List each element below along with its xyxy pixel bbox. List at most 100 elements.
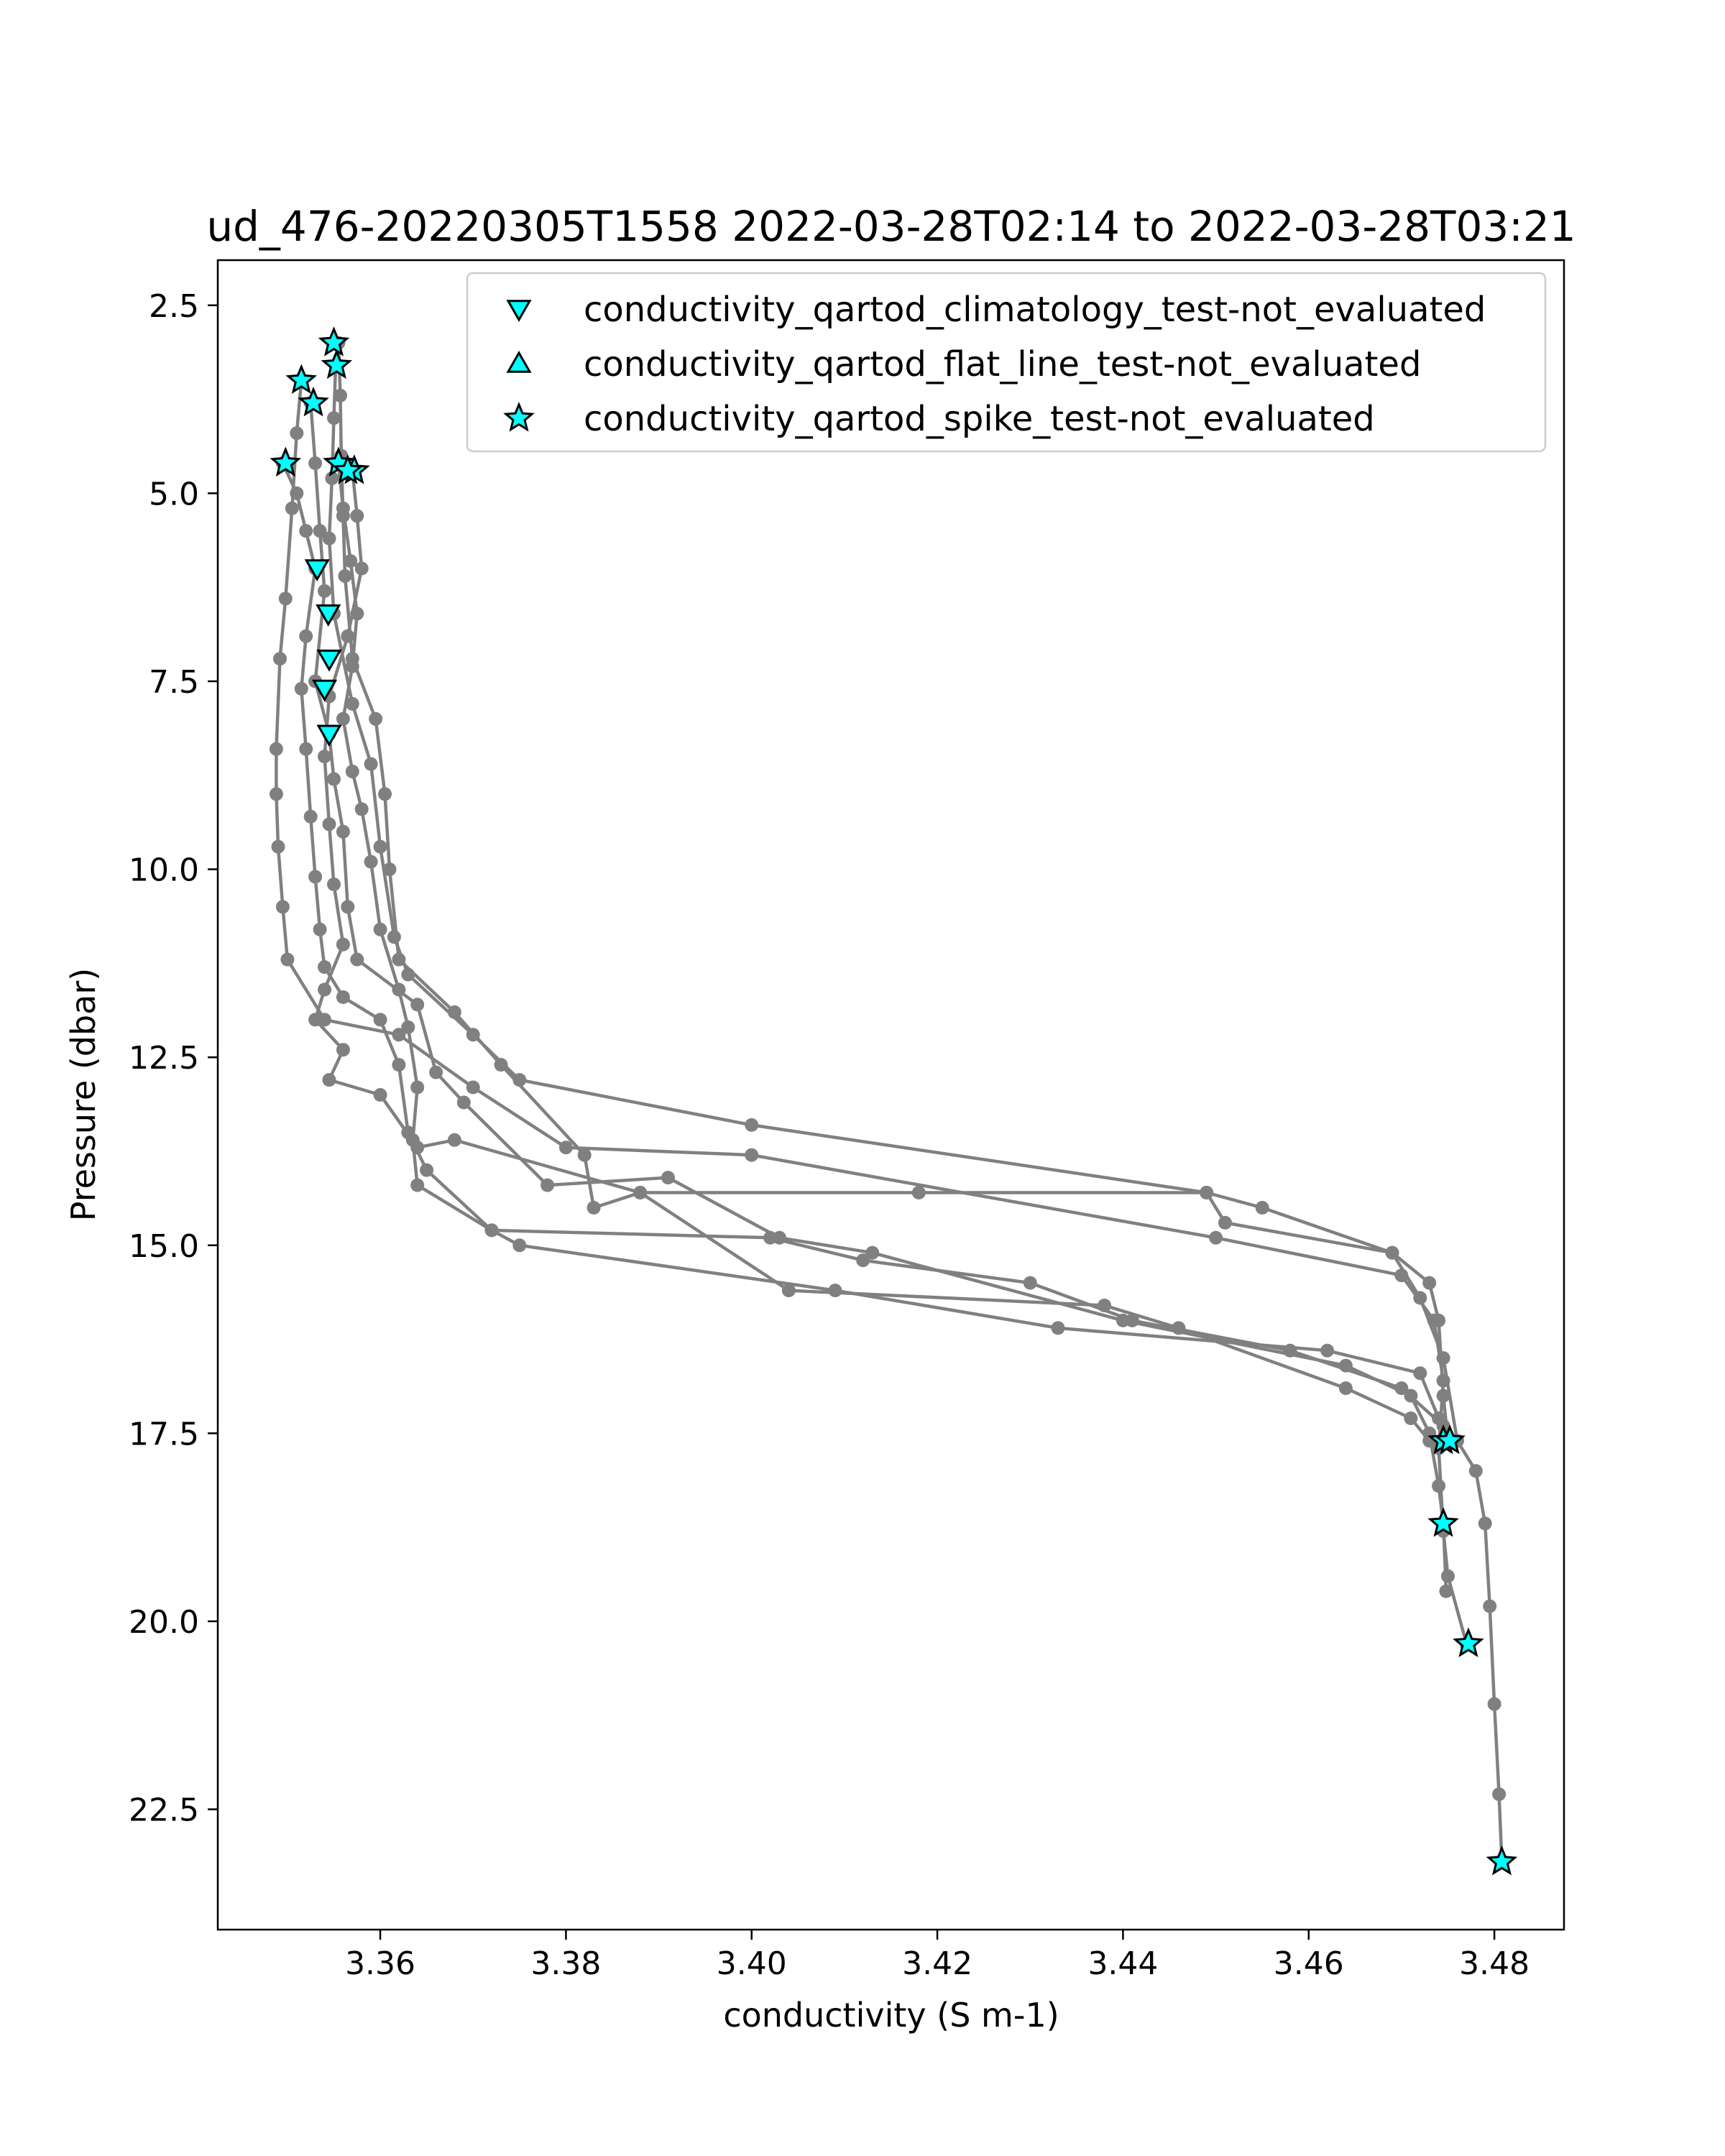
profile-point: [410, 1080, 425, 1095]
plot-frame: [216, 259, 1565, 1931]
profile-point: [558, 1141, 573, 1155]
x-tick-label: 3.38: [530, 1945, 601, 1982]
profile-point: [410, 1141, 425, 1155]
x-tick-label: 3.46: [1274, 1945, 1344, 1982]
y-axis-label: Pressure (dbar): [64, 968, 103, 1221]
profile-point: [1436, 1388, 1450, 1403]
legend-label: conductivity_qartod_climatology_test-not…: [584, 290, 1486, 330]
x-tick-label: 3.44: [1087, 1945, 1158, 1982]
star-marker: [1453, 1627, 1484, 1657]
profile-point: [350, 607, 364, 621]
y-tick-label: 22.5: [129, 1792, 199, 1829]
triangle-down-marker: [311, 679, 338, 702]
star-marker: [270, 446, 302, 477]
profile-point: [269, 742, 283, 756]
profile-point: [1436, 1373, 1450, 1388]
profile-point: [354, 561, 369, 576]
profile-point: [350, 509, 364, 523]
profile-point: [299, 742, 313, 756]
profile-point: [299, 524, 313, 538]
profile-point: [1172, 1321, 1186, 1335]
profile-point: [278, 591, 293, 606]
profile-point: [341, 629, 355, 643]
profile-point: [856, 1253, 870, 1268]
y-tick-label: 7.5: [149, 664, 199, 701]
profile-point: [373, 839, 387, 854]
legend-triangle-down-icon: [506, 300, 532, 323]
star-marker: [332, 454, 364, 484]
profile-point: [1218, 1215, 1232, 1230]
profile-point: [1413, 1366, 1427, 1381]
x-tick-label: 3.48: [1459, 1945, 1530, 1982]
profile-point: [373, 922, 387, 936]
profile-point: [392, 982, 406, 997]
profile-point: [1404, 1411, 1418, 1425]
profile-point: [325, 471, 339, 485]
x-tick-label: 3.36: [345, 1945, 415, 1982]
profile-point: [1478, 1516, 1492, 1531]
profile-point: [308, 870, 323, 884]
profile-point: [327, 772, 341, 786]
profile-point: [1436, 1351, 1450, 1365]
legend: conductivity_qartod_climatology_test-not…: [466, 272, 1547, 453]
profile-point: [1051, 1321, 1065, 1335]
profile-point: [401, 967, 415, 982]
profile-point: [420, 1163, 434, 1177]
profile-point: [308, 1013, 323, 1027]
triangle-down-marker: [316, 724, 342, 747]
profile-point: [354, 802, 369, 816]
star-marker: [318, 326, 350, 356]
triangle-down-marker: [304, 559, 330, 582]
profile-point: [336, 501, 350, 515]
profile-point: [865, 1245, 880, 1260]
y-tick-label: 15.0: [129, 1228, 199, 1265]
profile-point: [387, 930, 401, 944]
profile-point: [318, 750, 331, 764]
profile-point: [364, 854, 378, 869]
profile-point: [911, 1186, 926, 1199]
star-marker: [1486, 1845, 1518, 1876]
legend-label: conductivity_qartod_flat_line_test-not_e…: [584, 344, 1421, 384]
profile-point: [336, 937, 350, 952]
profile-point: [512, 1073, 527, 1087]
profile-point: [1209, 1230, 1223, 1245]
profile-point: [781, 1284, 796, 1298]
profile-point: [512, 1238, 527, 1253]
x-axis-ticks: 3.36 3.38 3.40 3.42 3.44 3.46 3.48: [345, 1930, 1530, 1982]
profile-point: [378, 787, 392, 801]
profile-point: [745, 1148, 759, 1162]
profile-point: [1413, 1291, 1427, 1305]
profile-point: [1439, 1584, 1453, 1598]
y-tick-label: 10.0: [129, 852, 199, 889]
profile-point: [1394, 1381, 1409, 1396]
triangle-down-marker: [316, 649, 342, 672]
profile-point: [290, 486, 304, 500]
profile-point: [327, 411, 341, 425]
profile-point: [1338, 1381, 1353, 1396]
profile-point: [322, 531, 336, 545]
star-marker: [1427, 1506, 1459, 1537]
star-marker: [298, 386, 329, 417]
profile-point: [410, 998, 425, 1012]
x-tick-label: 3.42: [902, 1945, 972, 1982]
star-marker: [321, 349, 353, 379]
profile-point: [1098, 1299, 1112, 1312]
profile-point: [392, 1058, 406, 1072]
profile-point: [345, 659, 359, 673]
profile-point: [447, 1005, 461, 1019]
profile-point: [763, 1230, 778, 1245]
profile-point: [345, 765, 359, 778]
profile-point: [1483, 1599, 1497, 1613]
profile-point: [1283, 1343, 1297, 1358]
star-marker: [285, 364, 318, 395]
y-axis-ticks: 2.5 5.0 7.5 10.0 12.5 15.0 17.5 20.0 22.5: [129, 288, 218, 1829]
profile-point: [294, 681, 308, 696]
profile-point: [341, 900, 355, 914]
profile-point: [364, 757, 378, 771]
legend-box: [466, 272, 1547, 453]
profile-point: [336, 711, 350, 726]
profile-point: [1255, 1201, 1269, 1215]
profile-point: [303, 809, 318, 824]
legend-star-icon: [503, 402, 535, 432]
